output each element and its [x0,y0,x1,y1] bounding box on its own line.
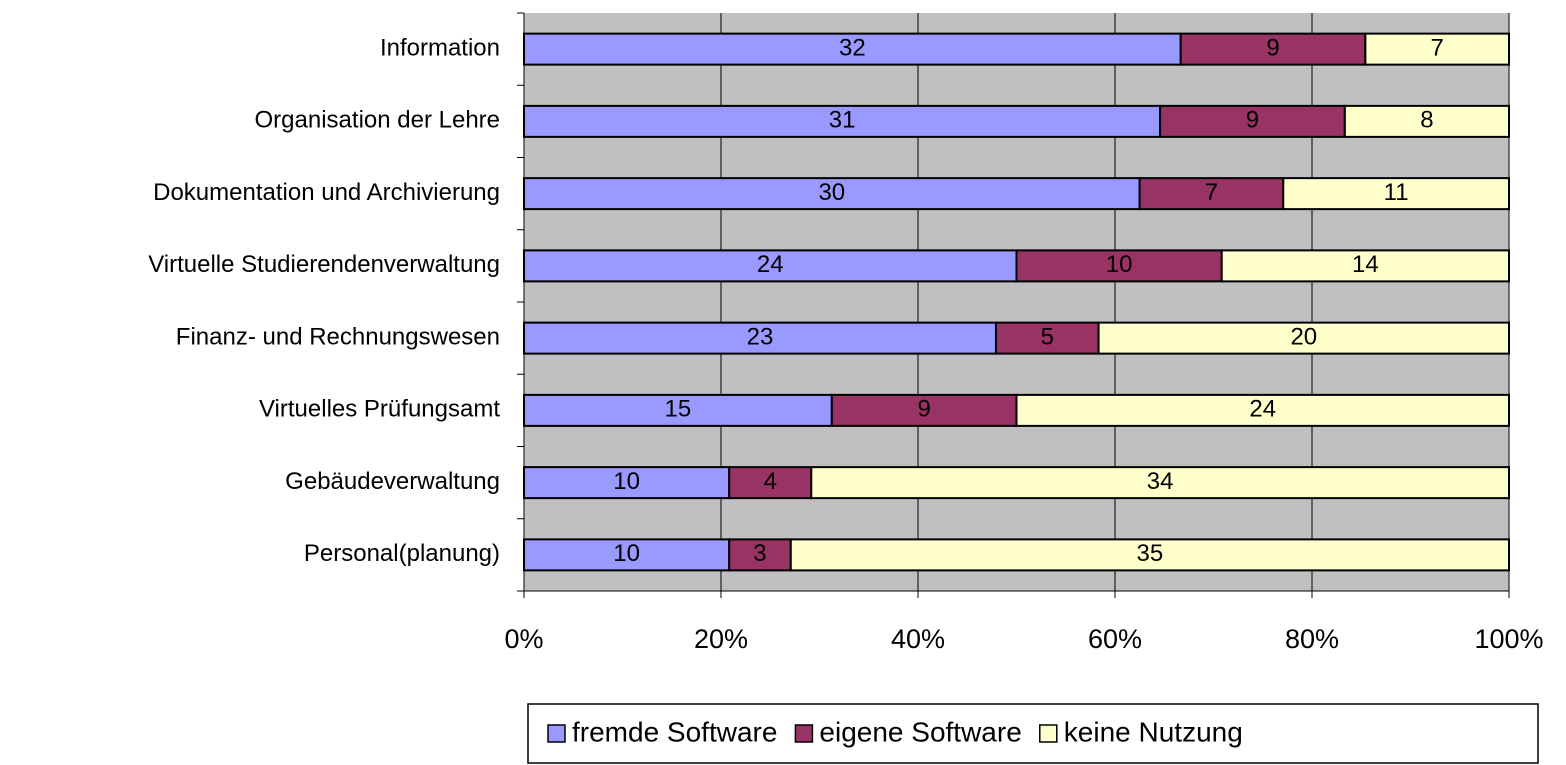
data-label: 4 [764,468,777,495]
y-tick-label: Organisation der Lehre [255,107,500,134]
data-label: 14 [1352,251,1379,278]
data-label: 24 [1249,396,1276,423]
bar-segment [994,321,1100,355]
legend-label: fremde Software [572,716,777,747]
bar-segment [1015,249,1223,283]
data-label: 5 [1041,323,1054,350]
y-tick-label: Gebäudeverwaltung [285,468,500,495]
legend-swatch [547,724,566,743]
bar-segment [523,321,997,355]
x-tick-label: 20% [694,624,748,654]
x-tick-label: 60% [1088,624,1142,654]
bar-segment [1015,393,1510,427]
data-label: 10 [613,468,640,495]
data-label: 24 [757,251,784,278]
data-label: 7 [1430,34,1443,61]
data-label: 34 [1147,468,1174,495]
bar-segment [1364,32,1510,66]
data-label: 31 [829,107,856,134]
bar-segment [523,393,833,427]
data-label: 8 [1420,107,1433,134]
bar-segment [1138,177,1285,211]
x-tick-label: 40% [891,624,945,654]
bar-segment [1159,104,1346,138]
data-label: 9 [917,396,930,423]
y-tick-label: Information [380,34,500,61]
bar-segment [523,177,1141,211]
bar-segment [1097,321,1511,355]
bar-segment [523,32,1182,66]
data-label: 15 [665,396,692,423]
data-label: 10 [613,540,640,567]
y-tick-label: Virtuelle Studierendenverwaltung [148,251,500,278]
data-label: 20 [1290,323,1317,350]
data-label: 10 [1106,251,1133,278]
data-label: 35 [1137,540,1164,567]
data-label: 11 [1384,179,1409,206]
legend-swatch [1039,724,1058,743]
legend-box [527,703,1539,764]
data-label: 3 [753,540,766,567]
data-label: 23 [747,323,774,350]
data-label: 30 [818,179,845,206]
data-label: 7 [1205,179,1218,206]
x-tick-label: 0% [504,624,543,654]
plot-area [524,13,1509,591]
bar-segment [1220,249,1511,283]
bar-segment [1179,32,1367,66]
bar-segment [523,538,731,572]
data-label: 32 [839,34,866,61]
y-tick-label: Finanz- und Rechnungswesen [176,323,500,350]
y-tick-label: Dokumentation und Archivierung [153,179,500,206]
legend-label: keine Nutzung [1064,716,1243,747]
bar-segment [728,538,792,572]
x-tick-label: 80% [1285,624,1339,654]
bar-segment [1343,104,1511,138]
bar-segment [830,393,1018,427]
bar-segment [810,466,1510,500]
y-tick-label: Virtuelles Prüfungsamt [259,396,500,423]
data-label: 9 [1246,107,1259,134]
legend-label: eigene Software [819,716,1021,747]
x-tick-label: 100% [1474,624,1543,654]
legend-swatch [794,724,814,743]
y-tick-label: Personal(planung) [304,540,500,567]
bar-segment [789,538,1510,572]
bar-segment [1282,177,1511,211]
data-label: 9 [1266,34,1279,61]
bar-segment [523,104,1162,138]
